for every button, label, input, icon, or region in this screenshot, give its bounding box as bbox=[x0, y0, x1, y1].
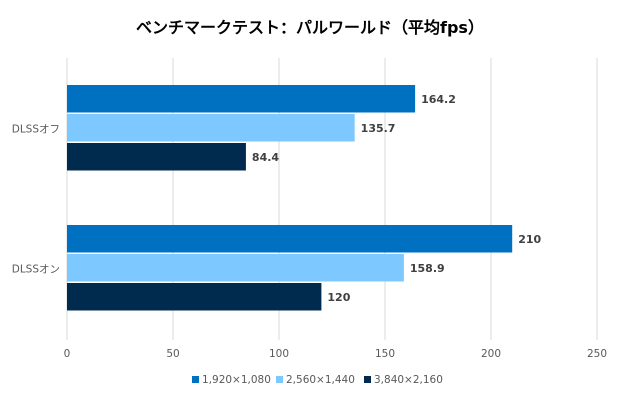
data-label: 84.4 bbox=[252, 151, 279, 164]
chart-title: ベンチマークテスト：パルワールド（平均fps） bbox=[136, 18, 484, 37]
bar bbox=[67, 283, 322, 311]
legend-label: 2,560×1,440 bbox=[286, 374, 355, 386]
data-label: 135.7 bbox=[361, 122, 396, 135]
bar bbox=[67, 225, 513, 253]
legend-swatch bbox=[364, 376, 371, 383]
x-tick-label: 50 bbox=[166, 348, 179, 360]
bar bbox=[67, 143, 246, 171]
legend-swatch bbox=[276, 376, 283, 383]
data-label: 164.2 bbox=[421, 93, 456, 106]
x-tick-label: 250 bbox=[587, 348, 607, 360]
x-tick-label: 150 bbox=[375, 348, 395, 360]
bar bbox=[67, 114, 355, 142]
bar bbox=[67, 254, 404, 282]
x-tick-label: 0 bbox=[64, 348, 71, 360]
category-label: DLSSオン bbox=[12, 264, 60, 276]
legend-swatch bbox=[192, 376, 199, 383]
x-tick-label: 100 bbox=[269, 348, 289, 360]
bar bbox=[67, 85, 416, 113]
x-tick-label: 200 bbox=[481, 348, 501, 360]
data-label: 158.9 bbox=[410, 262, 445, 275]
legend-label: 1,920×1,080 bbox=[202, 374, 271, 386]
data-label: 120 bbox=[327, 291, 350, 304]
data-label: 210 bbox=[518, 233, 541, 246]
category-label: DLSSオフ bbox=[12, 124, 60, 136]
legend-label: 3,840×2,160 bbox=[374, 374, 443, 386]
